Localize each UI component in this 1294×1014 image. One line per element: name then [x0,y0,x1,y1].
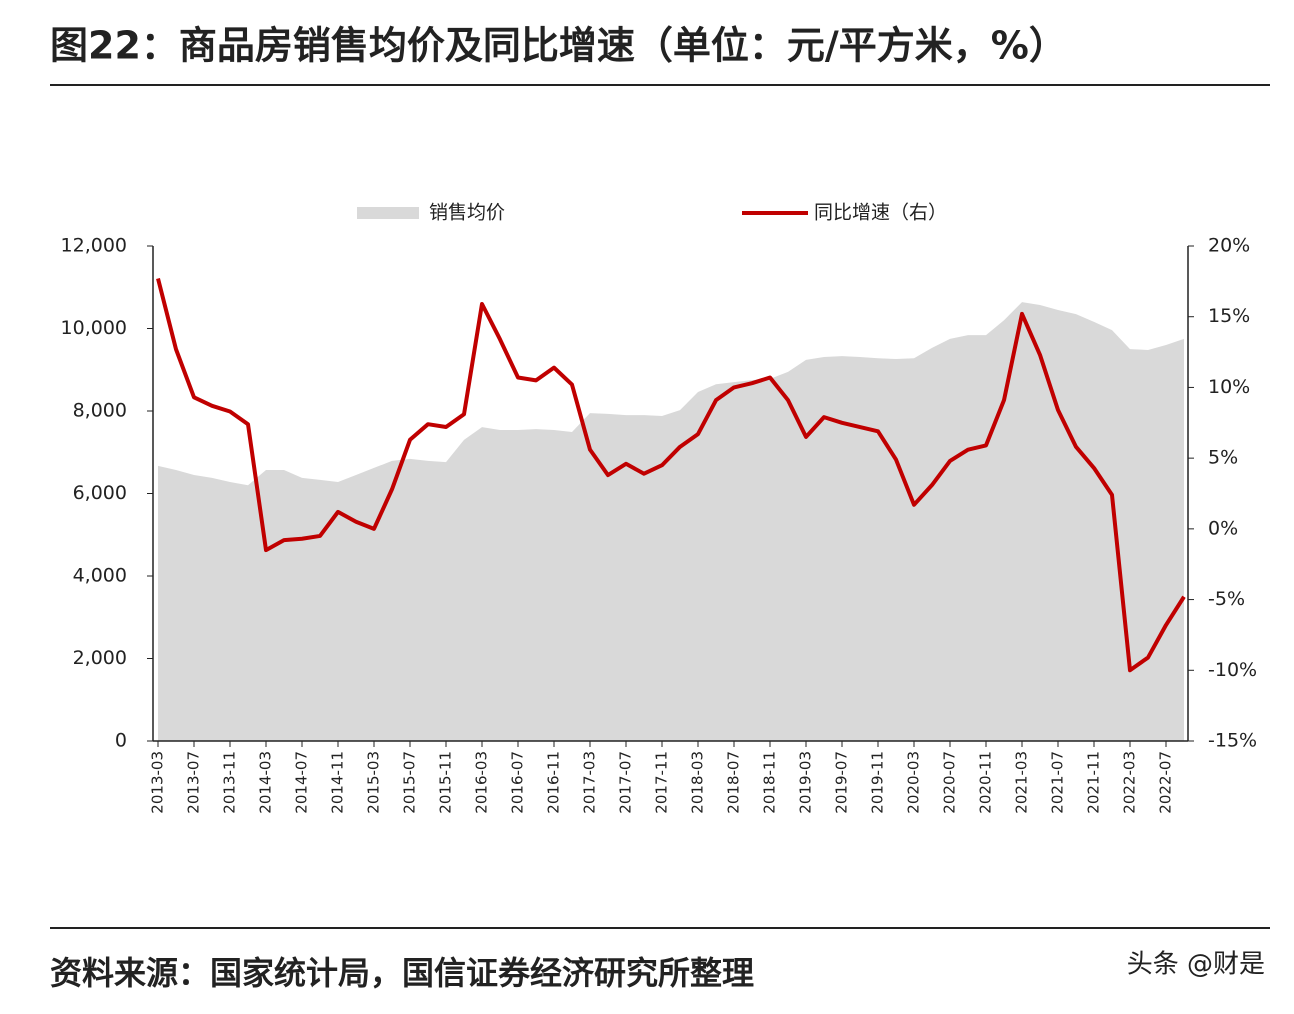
line-series [156,278,1186,673]
x-tick-label: 2015-11 [437,751,455,814]
y-tick-label: 4,000 [73,565,127,587]
y2-tick-label: 20% [1208,235,1250,257]
x-tick-label: 2018-07 [725,751,743,814]
plot-area: 0 2,000 4,000 6,000 8,000 10,000 12,000 -15% -10… [61,202,1258,814]
watermark: 头条 @财是 [1127,950,1265,980]
x-tick-label: 2014-03 [257,751,275,814]
y2-tick-label: -5% [1208,588,1245,610]
x-tick-label: 2018-11 [761,751,779,814]
x-tick-label: 2016-11 [545,751,563,814]
y2-tick-label: 5% [1208,447,1238,469]
x-tick-label: 2020-03 [905,751,923,814]
x-tick-label: 2018-03 [689,751,707,814]
y2-tick-label: 10% [1208,376,1250,398]
x-tick-label: 2017-07 [617,751,635,814]
x-tick-label: 2013-07 [185,751,203,814]
x-tick-label: 2020-11 [977,751,995,814]
x-tick-label: 2022-03 [1121,751,1139,814]
x-tick-label: 2017-11 [653,751,671,814]
x-tick-label: 2021-07 [1049,751,1067,814]
y2-tick-label: -10% [1208,659,1257,681]
x-tick-label: 2016-07 [509,751,527,814]
x-tick-label: 2013-03 [149,751,167,814]
y2-tick-label: 0% [1208,517,1238,539]
y-tick-label: 12,000 [61,235,127,257]
x-tick-label: 2021-03 [1013,751,1031,814]
y2-tick-label: 15% [1208,305,1250,327]
x-tick-label: 2015-07 [401,751,419,814]
legend-label: 销售均价 [429,202,505,224]
x-tick-label: 2019-03 [797,751,815,814]
y-tick-label: 0 [115,730,127,752]
area-series [158,302,1184,741]
x-tick-label: 2021-11 [1085,751,1103,814]
legend-label: 同比增速（右） [814,202,947,224]
y2-tick-label: -15% [1208,730,1257,752]
x-tick-label: 2014-11 [329,751,347,814]
x-tick-label: 2016-03 [473,751,491,814]
y-tick-label: 10,000 [61,317,127,339]
x-tick-label: 2017-03 [581,751,599,814]
y-tick-label: 8,000 [73,400,127,422]
x-tick-label: 2014-07 [293,751,311,814]
x-tick-label: 2019-11 [869,751,887,814]
x-tick-label: 2020-07 [941,751,959,814]
x-tick-label: 2015-03 [365,751,383,814]
y-tick-label: 2,000 [73,647,127,669]
x-tick-label: 2019-07 [833,751,851,814]
y-tick-label: 6,000 [73,482,127,504]
chart-title: 图22：商品房销售均价及同比增速（单位：元/平方米，%） [50,24,1067,68]
source-note: 资料来源：国家统计局，国信证券经济研究所整理 [50,954,754,992]
x-tick-label: 2013-11 [221,751,239,814]
x-tick-label: 2022-07 [1157,751,1175,814]
legend-swatch [357,207,419,219]
